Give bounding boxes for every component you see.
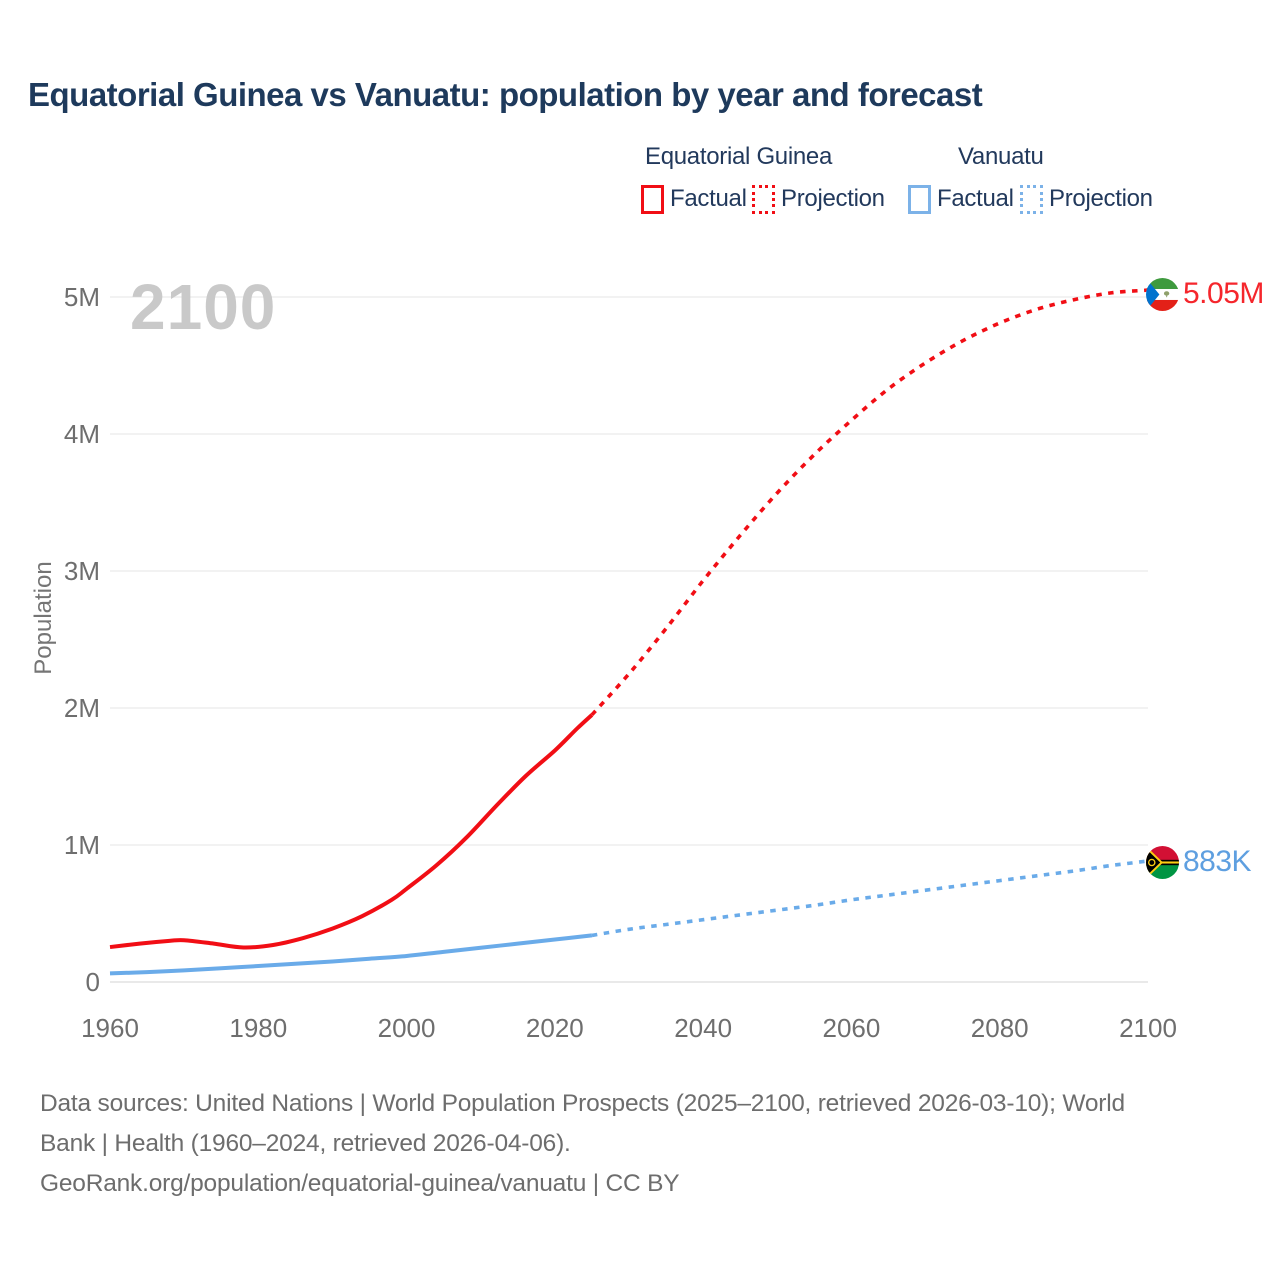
legend-item-vu-factual[interactable]: Factual — [908, 184, 1014, 214]
series-line — [591, 859, 1149, 938]
endpoint-equatorial-guinea: 5.05M — [1146, 277, 1264, 311]
vanuatu-flag-icon — [1146, 845, 1179, 879]
y-axis-title: Population — [30, 561, 57, 675]
legend-item-vu-projection[interactable]: Projection — [1020, 184, 1153, 214]
endpoint-value: 5.05M — [1183, 277, 1264, 310]
legend-item-eq-projection[interactable]: Projection — [752, 184, 885, 214]
y-tick-label: 4M — [63, 419, 100, 449]
data-sources-footer: Data sources: United Nations | World Pop… — [40, 1084, 1240, 1204]
x-tick-label: 1960 — [81, 1013, 139, 1043]
legend-group-vanuatu: Vanuatu — [958, 143, 1044, 170]
equatorial-guinea-flag-icon — [1146, 277, 1179, 311]
footer-line: Bank | Health (1960–2024, retrieved 2026… — [40, 1130, 571, 1157]
y-tick-label: 5M — [63, 282, 100, 312]
footer-line: Data sources: United Nations | World Pop… — [40, 1090, 1125, 1117]
vu-factual-swatch-icon — [908, 184, 931, 214]
series-line — [590, 288, 1149, 717]
legend-label: Factual — [670, 185, 747, 212]
series-line — [109, 933, 593, 976]
y-tick-label: 2M — [63, 693, 100, 723]
chart-title: Equatorial Guinea vs Vanuatu: population… — [28, 76, 983, 113]
footer-line: GeoRank.org/population/equatorial-guinea… — [40, 1170, 680, 1197]
year-watermark: 2100 — [130, 271, 277, 343]
x-tick-label: 2040 — [674, 1013, 733, 1043]
legend-label: Projection — [781, 185, 885, 212]
x-tick-label: 2020 — [525, 1013, 584, 1043]
x-tick-label: 2000 — [377, 1013, 436, 1043]
legend-label: Factual — [937, 185, 1014, 212]
legend-label: Projection — [1049, 185, 1153, 212]
eq-projection-swatch-icon — [752, 184, 775, 214]
eq-factual-swatch-icon — [641, 184, 664, 214]
series-line — [109, 713, 594, 950]
legend-group-equatorial-guinea: Equatorial Guinea — [645, 143, 833, 170]
x-tick-label: 2060 — [822, 1013, 881, 1043]
x-tick-label: 2100 — [1119, 1013, 1177, 1043]
endpoint-vanuatu: 883K — [1146, 845, 1252, 879]
vu-projection-swatch-icon — [1020, 184, 1043, 214]
y-tick-label: 3M — [63, 556, 100, 586]
endpoint-value: 883K — [1183, 845, 1252, 878]
x-tick-label: 1980 — [229, 1013, 288, 1043]
y-tick-label: 1M — [63, 830, 100, 860]
y-tick-label: 0 — [85, 967, 100, 997]
x-tick-label: 2080 — [970, 1013, 1029, 1043]
legend-item-eq-factual[interactable]: Factual — [641, 184, 747, 214]
